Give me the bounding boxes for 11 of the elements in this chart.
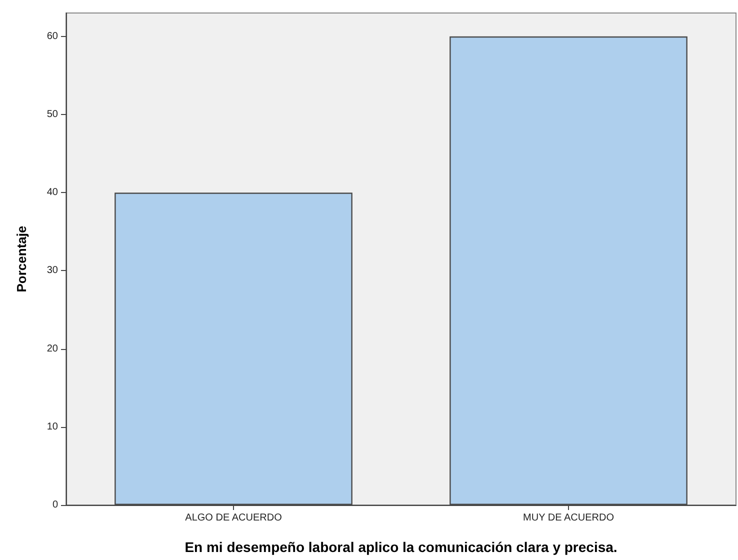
y-axis-title: Porcentaje [14, 226, 29, 292]
x-axis-title: En mi desempeño laboral aplico la comunicación clara y precisa. [184, 539, 618, 555]
y-tick-label: 50 [46, 109, 58, 120]
y-tick-label: 40 [46, 187, 58, 198]
y-tick-label: 20 [46, 343, 58, 354]
y-tick-label: 10 [46, 421, 58, 432]
y-tick-label: 30 [46, 265, 58, 276]
x-tick-label: MUY DE ACUERDO [523, 512, 614, 524]
y-tick-label: 60 [46, 30, 58, 42]
y-tick-label: 0 [52, 500, 58, 510]
x-tick-label: ALGO DE ACUERDO [185, 512, 282, 524]
